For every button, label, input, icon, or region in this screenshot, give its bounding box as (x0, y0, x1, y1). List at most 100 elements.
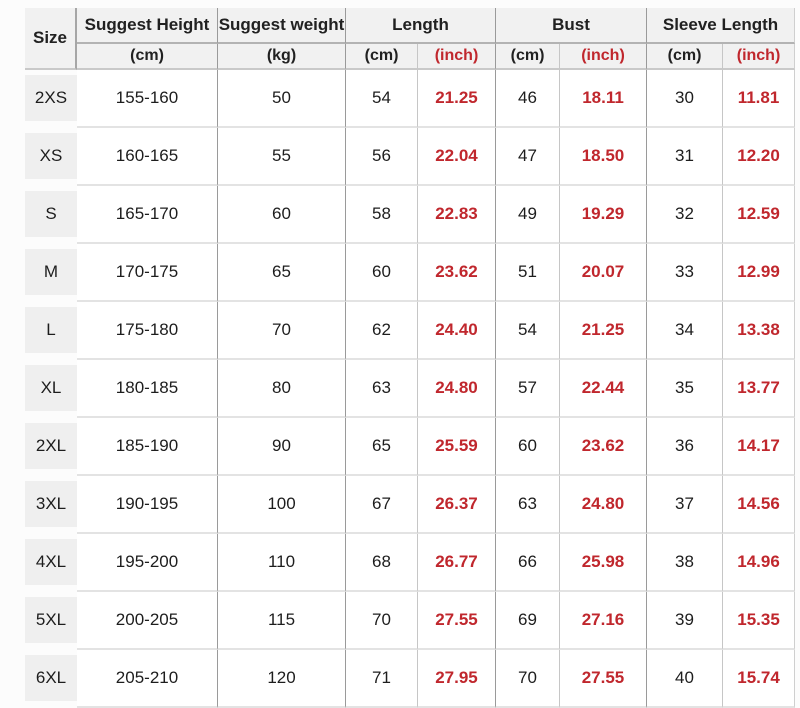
length-cm-cell: 58 (346, 186, 418, 244)
sleeve-inch-cell: 12.59 (723, 186, 796, 244)
sleeve-inch-cell: 14.56 (723, 476, 796, 534)
table-row: S 165-170 60 58 22.83 49 19.29 32 12.59 (25, 186, 796, 244)
length-cm-cell: 60 (346, 244, 418, 302)
table-row: 5XL 200-205 115 70 27.55 69 27.16 39 15.… (25, 592, 796, 650)
header-row-units: (cm) (kg) (cm) (inch) (cm) (inch) (cm) (… (25, 44, 796, 70)
sleeve-inch-cell: 11.81 (723, 70, 796, 128)
size-cell: 5XL (25, 592, 77, 650)
weight-cell: 100 (218, 476, 346, 534)
sleeve-inch-cell: 14.17 (723, 418, 796, 476)
size-badge: 4XL (25, 539, 77, 585)
height-cell: 200-205 (77, 592, 218, 650)
unit-bust-inch: (inch) (560, 44, 647, 70)
sleeve-inch-cell: 12.99 (723, 244, 796, 302)
sleeve-inch-cell: 14.96 (723, 534, 796, 592)
size-badge: 6XL (25, 655, 77, 701)
sleeve-inch-cell: 15.74 (723, 650, 796, 708)
size-badge: XS (25, 133, 77, 179)
size-cell: 4XL (25, 534, 77, 592)
table-row: XS 160-165 55 56 22.04 47 18.50 31 12.20 (25, 128, 796, 186)
bust-cm-cell: 66 (496, 534, 560, 592)
sleeve-inch-cell: 13.77 (723, 360, 796, 418)
bust-cm-cell: 70 (496, 650, 560, 708)
weight-cell: 55 (218, 128, 346, 186)
height-cell: 175-180 (77, 302, 218, 360)
bust-inch-cell: 18.50 (560, 128, 647, 186)
sleeve-cm-cell: 33 (647, 244, 723, 302)
length-inch-cell: 27.95 (418, 650, 496, 708)
length-cm-cell: 71 (346, 650, 418, 708)
size-cell: XL (25, 360, 77, 418)
sleeve-cm-cell: 31 (647, 128, 723, 186)
unit-bust-cm: (cm) (496, 44, 560, 70)
bust-inch-cell: 25.98 (560, 534, 647, 592)
bust-cm-cell: 51 (496, 244, 560, 302)
size-cell: 2XL (25, 418, 77, 476)
bust-cm-cell: 57 (496, 360, 560, 418)
height-cell: 180-185 (77, 360, 218, 418)
sleeve-cm-cell: 38 (647, 534, 723, 592)
weight-cell: 120 (218, 650, 346, 708)
size-badge: 3XL (25, 481, 77, 527)
sleeve-cm-cell: 36 (647, 418, 723, 476)
height-cell: 195-200 (77, 534, 218, 592)
height-cell: 205-210 (77, 650, 218, 708)
sleeve-inch-cell: 12.20 (723, 128, 796, 186)
bust-cm-cell: 47 (496, 128, 560, 186)
size-cell: L (25, 302, 77, 360)
sleeve-cm-cell: 39 (647, 592, 723, 650)
sleeve-inch-cell: 13.38 (723, 302, 796, 360)
col-header-sleeve-length: Sleeve Length (647, 8, 796, 44)
sleeve-cm-cell: 32 (647, 186, 723, 244)
height-cell: 160-165 (77, 128, 218, 186)
length-inch-cell: 26.77 (418, 534, 496, 592)
weight-cell: 80 (218, 360, 346, 418)
height-cell: 185-190 (77, 418, 218, 476)
sleeve-cm-cell: 37 (647, 476, 723, 534)
weight-cell: 70 (218, 302, 346, 360)
size-cell: S (25, 186, 77, 244)
col-header-suggest-weight: Suggest weight (218, 8, 346, 44)
length-cm-cell: 63 (346, 360, 418, 418)
size-cell: XS (25, 128, 77, 186)
weight-cell: 110 (218, 534, 346, 592)
bust-inch-cell: 27.16 (560, 592, 647, 650)
length-cm-cell: 67 (346, 476, 418, 534)
weight-cell: 50 (218, 70, 346, 128)
table-row: XL 180-185 80 63 24.80 57 22.44 35 13.77 (25, 360, 796, 418)
sleeve-cm-cell: 34 (647, 302, 723, 360)
length-inch-cell: 26.37 (418, 476, 496, 534)
weight-cell: 115 (218, 592, 346, 650)
sleeve-cm-cell: 35 (647, 360, 723, 418)
size-badge: S (25, 191, 77, 237)
size-badge: L (25, 307, 77, 353)
unit-length-cm: (cm) (346, 44, 418, 70)
size-badge: 2XS (25, 75, 77, 121)
length-inch-cell: 22.04 (418, 128, 496, 186)
weight-cell: 65 (218, 244, 346, 302)
length-cm-cell: 68 (346, 534, 418, 592)
bust-inch-cell: 18.11 (560, 70, 647, 128)
sleeve-cm-cell: 40 (647, 650, 723, 708)
unit-weight-kg: (kg) (218, 44, 346, 70)
unit-sleeve-inch: (inch) (723, 44, 796, 70)
weight-cell: 90 (218, 418, 346, 476)
bust-cm-cell: 54 (496, 302, 560, 360)
bust-inch-cell: 27.55 (560, 650, 647, 708)
size-cell: 3XL (25, 476, 77, 534)
table-row: L 175-180 70 62 24.40 54 21.25 34 13.38 (25, 302, 796, 360)
sleeve-cm-cell: 30 (647, 70, 723, 128)
bust-inch-cell: 19.29 (560, 186, 647, 244)
height-cell: 155-160 (77, 70, 218, 128)
bust-inch-cell: 21.25 (560, 302, 647, 360)
size-chart: Size Suggest Height Suggest weight Lengt… (25, 8, 796, 708)
bust-cm-cell: 63 (496, 476, 560, 534)
bust-inch-cell: 20.07 (560, 244, 647, 302)
length-cm-cell: 65 (346, 418, 418, 476)
size-badge: 5XL (25, 597, 77, 643)
col-header-length: Length (346, 8, 496, 44)
length-inch-cell: 23.62 (418, 244, 496, 302)
length-inch-cell: 21.25 (418, 70, 496, 128)
bust-inch-cell: 23.62 (560, 418, 647, 476)
table-row: 2XL 185-190 90 65 25.59 60 23.62 36 14.1… (25, 418, 796, 476)
